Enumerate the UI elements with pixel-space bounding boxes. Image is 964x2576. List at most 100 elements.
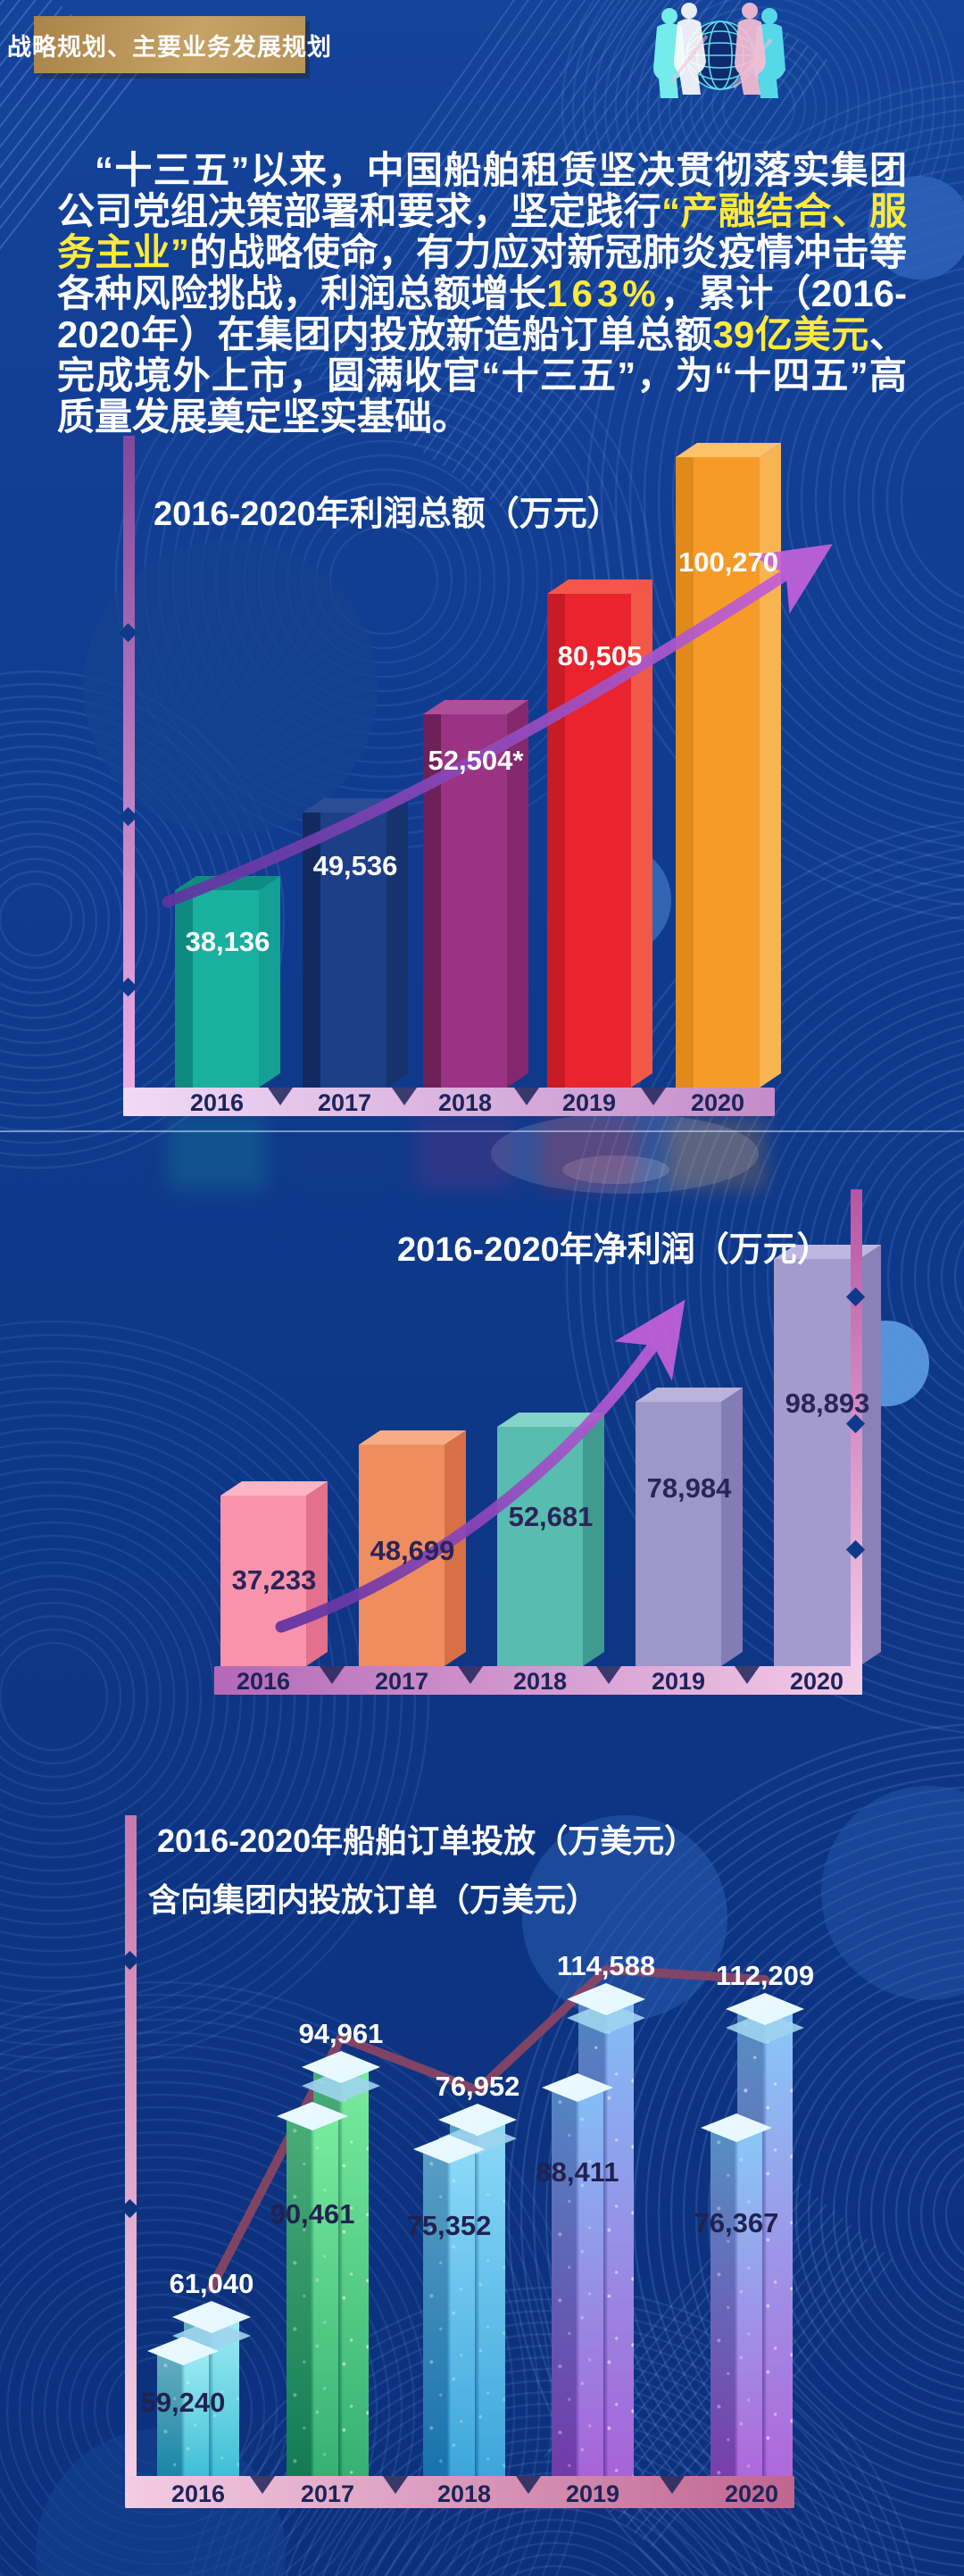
bar-reflection	[168, 1118, 266, 1189]
year-label: 2019	[651, 1668, 706, 1695]
diagonal-stripes	[270, 0, 828, 513]
soft-blob	[821, 1786, 964, 2000]
bar-shade	[157, 2351, 209, 2476]
intro-text-run: 163%	[546, 272, 661, 314]
axis-separator-icon	[596, 1666, 621, 1684]
bar-in-group-2019	[552, 2088, 603, 2476]
axis-separator-icon	[383, 2476, 408, 2494]
globe-team-icon	[653, 3, 785, 98]
year-label: 2018	[512, 1668, 568, 1695]
bar-2020	[774, 1245, 881, 1666]
bar-value-label: 88,411	[536, 2156, 619, 2188]
bar-in-group-2016	[157, 2351, 209, 2476]
year-label: 2019	[565, 2480, 620, 2507]
bar-sparkle	[552, 2088, 603, 2476]
bar-reflection	[295, 1118, 394, 1189]
section-divider-line	[0, 1130, 964, 1132]
chart-title-line1: 2016-2020年船舶订单投放（万美元）	[157, 1822, 697, 1859]
bar-sparkle	[423, 2149, 475, 2476]
year-label: 2019	[561, 1089, 617, 1116]
year-label: 2018	[437, 1089, 493, 1116]
soft-blob	[868, 176, 964, 279]
bar-value-label: 49,536	[312, 850, 398, 881]
bar-side-face	[386, 798, 408, 1088]
bar-2018	[497, 1413, 604, 1666]
year-label: 2020	[789, 1668, 844, 1695]
people-silhouettes	[653, 3, 785, 98]
axis-separator-icon	[392, 1088, 417, 1105]
intro-text-run: ，累计（2016-2020年）在集团内投放新造船订单总额	[57, 272, 907, 355]
bar-2020	[676, 443, 781, 1088]
bar-value-label: 52,681	[508, 1501, 594, 1532]
chart-section-ship-orders: 2016-2020年船舶订单投放（万美元） 含向集团内投放订单（万美元） 61,…	[0, 1808, 964, 2576]
intro-text-run: 、完成境外上市，圆满收官“十三五”，为“十四五”高质量发展奠定坚实基础。	[57, 313, 907, 438]
chart-title: 2016-2020年净利润（万元）	[397, 1231, 831, 1269]
bar-side-face	[259, 876, 280, 1088]
axis-separator-icon	[320, 1666, 345, 1684]
bar-value-label: 38,136	[185, 926, 270, 957]
year-label: 2016	[170, 2480, 226, 2507]
bar-value-label: 76,367	[694, 2207, 779, 2238]
chart-title-line2: 含向集团内投放订单（万美元）	[148, 1881, 599, 1918]
bar-value-label: 75,352	[406, 2210, 492, 2241]
intro-text-run: “十三五”以来，中国船舶租赁坚决贯彻落实集团公司党组决策部署和要求，坚定践行	[57, 149, 907, 232]
year-label: 2017	[300, 2480, 355, 2507]
bar-sparkle	[157, 2351, 209, 2476]
bar-value-label: 100,270	[677, 546, 779, 578]
divider-glow	[562, 1155, 669, 1184]
axis-separator-icon	[516, 2476, 541, 2494]
bar-value-label: 94,961	[298, 2018, 384, 2049]
y-axis	[123, 436, 135, 1116]
chart-section-net-profit: 2016-2020年净利润（万元） 37,233 2016 48,699 2017 52…	[0, 1152, 964, 1748]
chart-title: 2016-2020年利润总额（万元）	[154, 496, 621, 533]
header-badge: 战略规划、主要业务发展规划	[7, 16, 331, 73]
year-label: 2017	[374, 1668, 429, 1695]
y-axis	[125, 1815, 137, 2506]
year-label: 2016	[236, 1668, 291, 1695]
bar-value-label: 80,505	[557, 640, 643, 671]
year-label: 2018	[436, 2480, 492, 2507]
bar-side-face	[721, 1388, 743, 1666]
y-axis	[851, 1189, 862, 1695]
intro-paragraph: “十三五”以来，中国船舶租赁坚决贯彻落实集团公司党组决策部署和要求，坚定践行“产…	[57, 150, 907, 438]
year-label: 2017	[317, 1089, 372, 1116]
axis-separator-icon	[641, 1088, 666, 1105]
bar-value-label: 112,209	[715, 1960, 815, 1991]
bar-reflection	[540, 1118, 638, 1189]
bar-value-label: 48,699	[370, 1535, 455, 1566]
chart-section-total-profit: 2016-2020年利润总额（万元） 38,136 2016 49,536 2017 5…	[0, 402, 964, 1189]
intro-text-run: 39亿美元	[712, 313, 869, 355]
bar-front-face	[636, 1402, 721, 1666]
bar-value-label: 78,984	[646, 1472, 732, 1504]
divider-glow	[491, 1113, 759, 1194]
bar-2016	[175, 876, 280, 1088]
year-label: 2020	[690, 1089, 745, 1116]
bar-value-label: 59,240	[140, 2387, 226, 2418]
bar-value-label: 37,233	[231, 1564, 317, 1596]
axis-separator-icon	[458, 1666, 483, 1684]
bar-side-face	[860, 1245, 881, 1666]
intro-text-run: 的战略使命，有力应对新冠肺炎疫情冲击等各种风险挑战，利润总额增长	[57, 231, 907, 314]
bar-top-face	[676, 443, 781, 457]
ring-pattern	[0, 1320, 430, 2073]
bar-side-face	[760, 443, 781, 1088]
axis-separator-icon	[514, 1088, 539, 1105]
bar-front-face	[175, 890, 259, 1088]
bar-value-label: 98,893	[785, 1388, 870, 1419]
bar-value-label: 61,040	[169, 2268, 254, 2299]
bar-reflection	[669, 1118, 767, 1189]
bar-sparkle	[711, 2128, 762, 2476]
axis-separator-icon	[268, 1088, 293, 1105]
bar-2019	[636, 1388, 743, 1666]
bar-side-face	[583, 1413, 604, 1666]
axis-separator-icon	[250, 2476, 275, 2494]
bar-front-face	[774, 1259, 860, 1666]
year-label: 2016	[189, 1089, 245, 1116]
header-badge-label: 战略规划、主要业务发展规划	[7, 33, 332, 61]
bar-in-group-2020	[711, 2128, 762, 2476]
bar-in-group-2018	[423, 2149, 475, 2476]
bar-value-label: 52,504*	[428, 745, 524, 776]
bar-reflection	[416, 1118, 514, 1189]
bar-value-label: 76,952	[435, 2071, 520, 2102]
